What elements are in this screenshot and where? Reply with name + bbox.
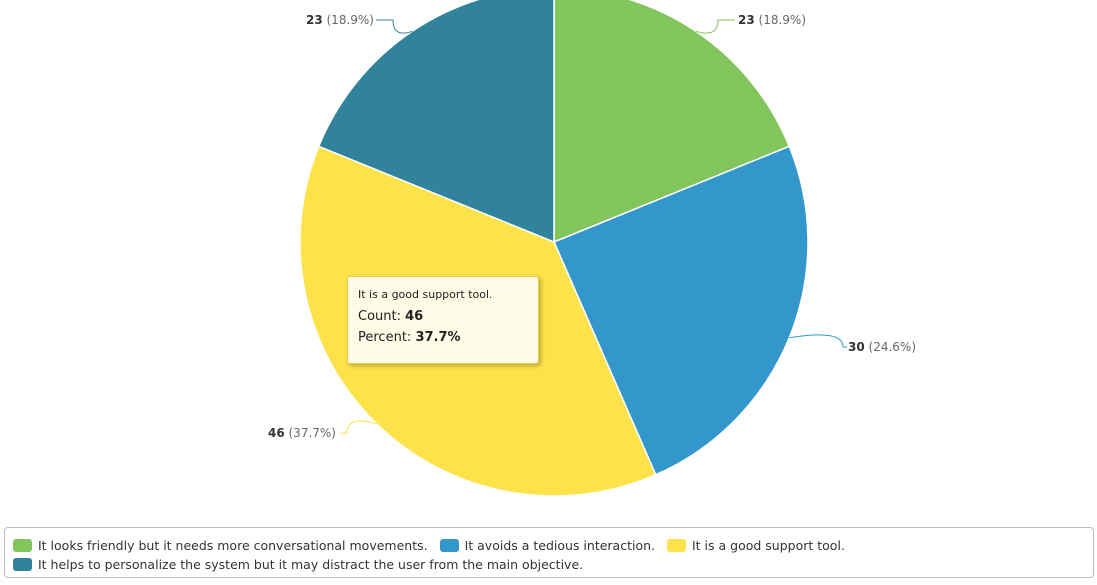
data-label-percent-1: (18.9%) [755,13,806,27]
legend-swatch-1 [13,539,32,552]
pie-slice-2[interactable] [553,145,809,476]
legend-item-4[interactable]: It helps to personalize the system but i… [13,555,583,574]
legend-item-3[interactable]: It is a good support tool. [667,536,845,555]
legend: It looks friendly but it needs more conv… [4,527,1094,578]
data-label-3: 46 (37.7%) [268,426,336,440]
tooltip: It is a good support tool. Count: 46 Per… [347,276,539,364]
legend-label-2: It avoids a tedious interaction. [464,538,656,553]
leader-line-3 [340,420,377,434]
data-label-percent-4: (18.9%) [323,13,374,27]
tooltip-title: It is a good support tool. [358,288,493,301]
data-label-value-3: 46 [268,426,285,440]
data-label-4: 23 (18.9%) [306,13,374,27]
legend-swatch-3 [667,539,686,552]
data-label-value-4: 23 [306,13,323,27]
data-label-value-1: 23 [738,13,755,27]
pie-slice-4[interactable] [317,0,555,244]
data-label-2: 30 (24.6%) [848,340,916,354]
legend-label-4: It helps to personalize the system but i… [38,557,584,572]
data-label-value-2: 30 [848,340,865,354]
legend-swatch-4 [13,558,32,571]
leader-line-1 [695,19,735,34]
leader-line-4 [376,19,413,34]
legend-label-3: It is a good support tool. [692,538,845,553]
data-labels-layer: 23 (18.9%) 30 (24.6%) 46 (37.7%) 23 (18.9%) [268,13,916,440]
tooltip-count-value: 46 [405,309,424,324]
tooltip-percent-label: Percent: [358,330,412,345]
legend-item-1[interactable]: It looks friendly but it needs more conv… [13,536,428,555]
legend-swatch-2 [439,539,459,552]
legend-label-1: It looks friendly but it needs more conv… [38,538,428,553]
tooltip-percent-value: 37.7% [415,330,461,345]
tooltip-count-row: Count: 46 [358,306,528,327]
tooltip-count-label: Count: [358,309,401,324]
slices-layer [299,0,809,497]
legend-item-2[interactable]: It avoids a tedious interaction. [439,536,656,555]
data-label-1: 23 (18.9%) [738,13,806,27]
tooltip-percent-row: Percent: 37.7% [358,327,528,348]
data-label-percent-3: (37.7%) [285,426,336,440]
leader-line-2 [789,334,847,348]
data-label-percent-2: (24.6%) [865,340,916,354]
pie-slice-1[interactable] [553,0,791,244]
